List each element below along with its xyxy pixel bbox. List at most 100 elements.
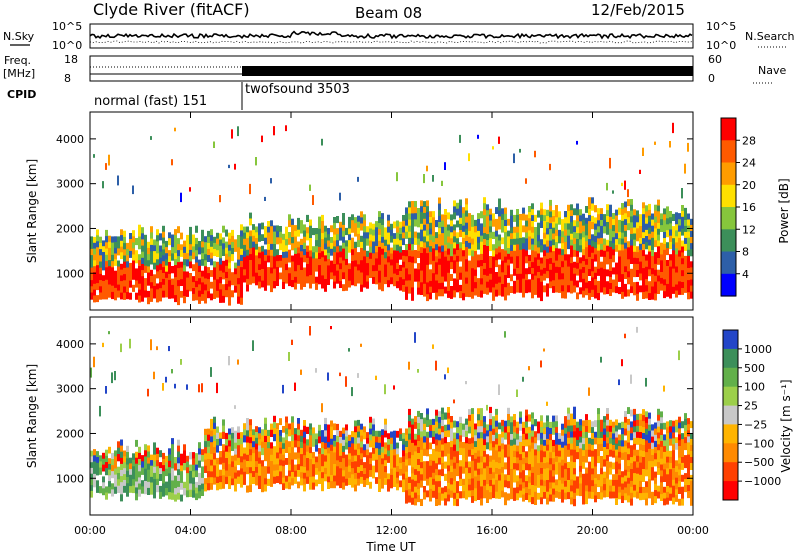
power-cell [138,266,141,273]
power-cell [540,281,543,289]
power-cell [486,204,489,212]
power-cell [501,237,504,245]
power-cell [417,214,420,222]
power-cell [471,220,474,228]
power-cell [396,238,399,246]
power-cell [585,223,588,231]
power-cell [567,272,570,280]
power-cell [207,230,210,238]
velocity-cell [411,418,414,426]
power-cell [249,271,252,279]
power-cell [651,274,654,282]
power-scatter-point [684,163,686,174]
velocity-cell [420,462,423,470]
power-scatter-point [468,153,470,162]
velocity-cell [480,480,483,488]
power-cell [96,241,99,249]
power-cell [336,252,339,260]
velocity-cell [477,426,480,434]
power-cell [549,211,552,219]
power-cell [207,273,210,281]
velocity-cell [651,461,654,469]
power-cell [639,243,642,251]
velocity-scatter-point [636,326,638,333]
velocity-cell [510,492,513,500]
velocity-cell [351,474,354,482]
velocity-cell [567,437,570,445]
velocity-cell [396,460,399,467]
power-cell [390,253,393,261]
power-data [90,122,693,306]
velocity-cell [264,478,267,486]
power-cell [273,268,276,276]
power-scatter-point [492,146,494,150]
velocity-cell [447,418,450,426]
power-cell [456,220,459,228]
power-cell [459,211,462,219]
power-cell [402,238,405,246]
power-cell [651,286,654,294]
power-cell [147,241,150,249]
velocity-cell [120,488,123,496]
power-cell [282,257,285,265]
power-cell [471,238,474,246]
velocity-cell [309,447,312,455]
velocity-cell [180,465,183,473]
velocity-cell [420,474,423,482]
velocity-cell [603,477,606,486]
velocity-cell [441,462,444,470]
velocity-scatter-point [315,368,317,373]
velocity-colorbar-label: −25 [744,418,767,431]
power-cell [156,253,159,261]
power-cell [603,226,606,234]
power-cell [333,275,336,283]
power-cell [123,292,126,300]
velocity-cell [576,433,579,441]
power-cell [288,267,291,275]
power-cell [294,253,297,261]
power-cell [486,216,489,224]
power-cell [618,232,621,240]
velocity-cell [426,437,429,445]
power-cell [330,248,333,256]
nsearch-label: N.Search [745,30,795,43]
velocity-cell [474,488,477,496]
power-cell [471,280,474,287]
velocity-cell [285,422,288,430]
power-cell [102,275,105,282]
power-cell [609,258,612,266]
power-cell [360,223,363,231]
power-cell [516,268,519,275]
power-cell [447,278,450,286]
velocity-cell [513,432,516,440]
power-cell [387,250,390,258]
velocity-cell [270,473,273,481]
velocity-cell [672,473,675,481]
velocity-cell [330,475,333,483]
power-cell [282,245,285,253]
power-cell [393,256,396,263]
velocity-cell [381,475,384,483]
velocity-cell [324,417,327,426]
velocity-cell [237,445,240,453]
power-cell [318,271,321,279]
velocity-cell [429,425,432,432]
velocity-cell [357,466,360,474]
velocity-cell [579,419,582,426]
velocity-cell [675,460,678,468]
power-cell [255,243,258,251]
power-cell [261,274,264,282]
velocity-cell [573,492,576,500]
velocity-cell [222,481,225,489]
velocity-cell [555,461,558,469]
power-cell [168,238,171,246]
velocity-cell [270,461,273,469]
velocity-cell [174,494,177,502]
power-cell [159,282,162,290]
velocity-cell [114,486,117,494]
power-cell [564,260,567,268]
velocity-cell [579,460,582,467]
power-cell [267,221,270,228]
power-cell [591,283,594,291]
power-cell [291,280,294,288]
